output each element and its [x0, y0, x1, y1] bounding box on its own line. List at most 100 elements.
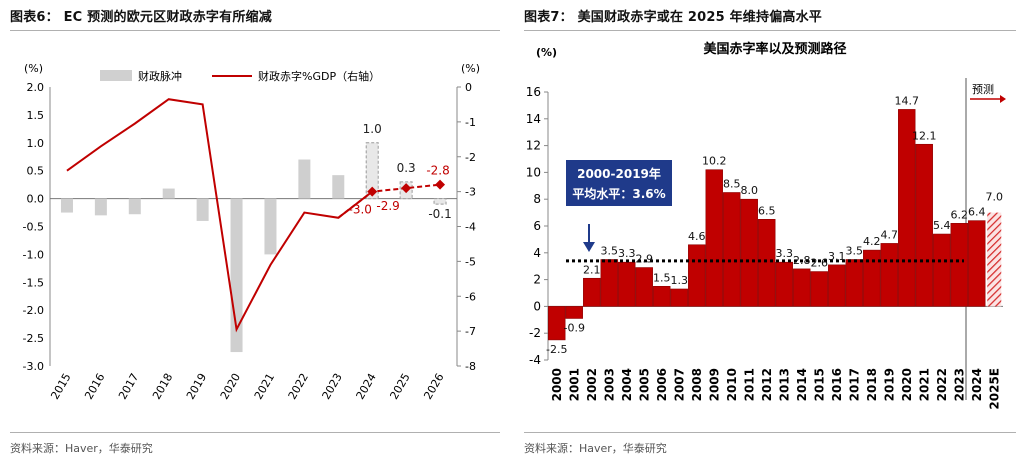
bar-value-label: 1.3 — [671, 274, 689, 287]
right-y-tick-label: -5 — [465, 255, 476, 268]
y-tick-label: 8 — [533, 192, 541, 206]
y-tick-label: -2 — [529, 326, 541, 340]
bar-value-label: 2.1 — [583, 263, 601, 276]
x-tick-label: 2006 — [655, 368, 669, 401]
bar-value-label: 0.3 — [397, 161, 416, 175]
impulse-bar — [298, 159, 311, 199]
bar-value-label: 6.5 — [758, 204, 776, 217]
bar-value-label: -0.9 — [564, 321, 585, 334]
deficit-bar — [670, 288, 688, 307]
deficit-bar — [740, 198, 758, 307]
deficit-bar — [583, 277, 601, 307]
deficit-bar — [688, 244, 706, 307]
bar-value-label: 3.3 — [618, 247, 636, 260]
right-y-tick-label: -7 — [465, 325, 476, 338]
x-tick-label: 2004 — [620, 368, 634, 401]
deficit-bar — [898, 109, 916, 307]
left-y-tick-label: 0.5 — [27, 165, 45, 178]
right-source-rule — [524, 432, 1016, 433]
x-tick-label: 2018 — [865, 368, 879, 401]
x-tick-label: 2007 — [672, 368, 686, 401]
deficit-line — [66, 98, 373, 333]
bar-value-label: 3.1 — [828, 250, 846, 263]
x-tick-label: 2015 — [812, 368, 826, 401]
bar-value-label: 3.5 — [601, 245, 619, 258]
bar-value-label: 7.0 — [986, 191, 1004, 204]
line-value-label: -2.8 — [426, 164, 449, 178]
chart-title: 美国赤字率以及预测路径 — [703, 41, 846, 57]
bar-value-label: 1.0 — [363, 122, 382, 136]
forecast-bar — [987, 212, 1002, 307]
deficit-bar — [810, 271, 828, 307]
x-tick-label: 2017 — [847, 368, 861, 401]
right-unit-label: (%) — [461, 62, 480, 75]
deficit-bar — [565, 306, 583, 319]
impulse-bar — [162, 188, 175, 199]
right-y-tick-label: -1 — [465, 116, 476, 129]
right-y-tick-label: -4 — [465, 221, 476, 234]
left-y-tick-label: -3.0 — [23, 360, 44, 373]
x-tick-label: 2012 — [760, 368, 774, 401]
right-title-rule — [524, 30, 1016, 31]
y-tick-label: 10 — [526, 165, 541, 179]
deficit-bar — [793, 268, 811, 307]
y-tick-label: 14 — [526, 112, 541, 126]
x-tick-label: 2016 — [830, 368, 844, 401]
bar-value-label: 8.0 — [741, 184, 759, 197]
x-tick-label: 2024 — [970, 368, 984, 401]
bar-value-label: 8.5 — [723, 178, 741, 191]
bar-value-label: 4.2 — [863, 235, 881, 248]
line-value-label: -2.9 — [376, 199, 399, 213]
x-tick-label: 2002 — [585, 368, 599, 401]
deficit-bar — [600, 259, 618, 307]
right-panel-title: 图表7： 美国财政赤字或在 2025 年维持偏高水平 — [524, 10, 823, 25]
y-tick-label: -4 — [529, 353, 541, 367]
impulse-bar — [332, 175, 345, 199]
deficit-bar — [968, 220, 986, 307]
right-y-tick-label: -6 — [465, 290, 476, 303]
bar-value-label: 2.8 — [793, 254, 811, 267]
impulse-bar — [433, 198, 447, 205]
deficit-bar — [933, 233, 951, 307]
forecast-arrow-head — [1000, 95, 1006, 103]
deficit-bar — [635, 267, 653, 307]
left-y-tick-label: -2.5 — [23, 332, 44, 345]
left-source-note: 资料来源：Haver，华泰研究 — [10, 442, 153, 455]
impulse-bar — [94, 198, 107, 216]
right-y-tick-label: 0 — [465, 81, 472, 94]
y-tick-label: 12 — [526, 139, 541, 153]
left-y-tick-label: -1.5 — [23, 276, 44, 289]
average-callout-box — [566, 160, 672, 206]
right-source-note: 资料来源：Haver，华泰研究 — [524, 442, 667, 455]
y-tick-label: 16 — [526, 85, 541, 99]
right-y-tick-label: -2 — [465, 151, 476, 164]
x-tick-label: 2020 — [900, 368, 914, 401]
bar-value-label: 1.5 — [653, 271, 671, 284]
impulse-bar — [196, 198, 209, 221]
deficit-forecast-line — [337, 183, 441, 219]
deficit-bar — [880, 243, 898, 307]
bar-value-label: 4.7 — [881, 228, 899, 241]
bar-value-label: 5.4 — [933, 219, 951, 232]
x-tick-label: 2025E — [987, 368, 1001, 410]
bar-value-label: -2.5 — [546, 343, 567, 356]
bar-value-label: 2.6 — [811, 257, 829, 270]
deficit-bar — [915, 143, 933, 307]
deficit-bar — [723, 192, 741, 307]
x-tick-label: 2001 — [567, 368, 581, 401]
left-y-tick-label: 1.0 — [27, 137, 45, 150]
x-tick-label: 2003 — [602, 368, 616, 401]
left-y-tick-label: -0.5 — [23, 221, 44, 234]
deficit-bar — [950, 223, 968, 307]
bar-value-label: 2.9 — [636, 253, 654, 266]
y-tick-label: 2 — [533, 273, 541, 287]
deficit-forecast-marker — [401, 183, 412, 194]
x-tick-label: 2010 — [725, 368, 739, 401]
left-panel-title: 图表6： EC 预测的欧元区财政赤字有所缩减 — [10, 10, 272, 25]
left-y-tick-label: -2.0 — [23, 304, 44, 317]
bar-value-label: 4.6 — [688, 230, 706, 243]
bar-value-label: 10.2 — [702, 155, 727, 168]
deficit-bar — [548, 306, 566, 341]
x-tick-label: 2021 — [917, 368, 931, 401]
